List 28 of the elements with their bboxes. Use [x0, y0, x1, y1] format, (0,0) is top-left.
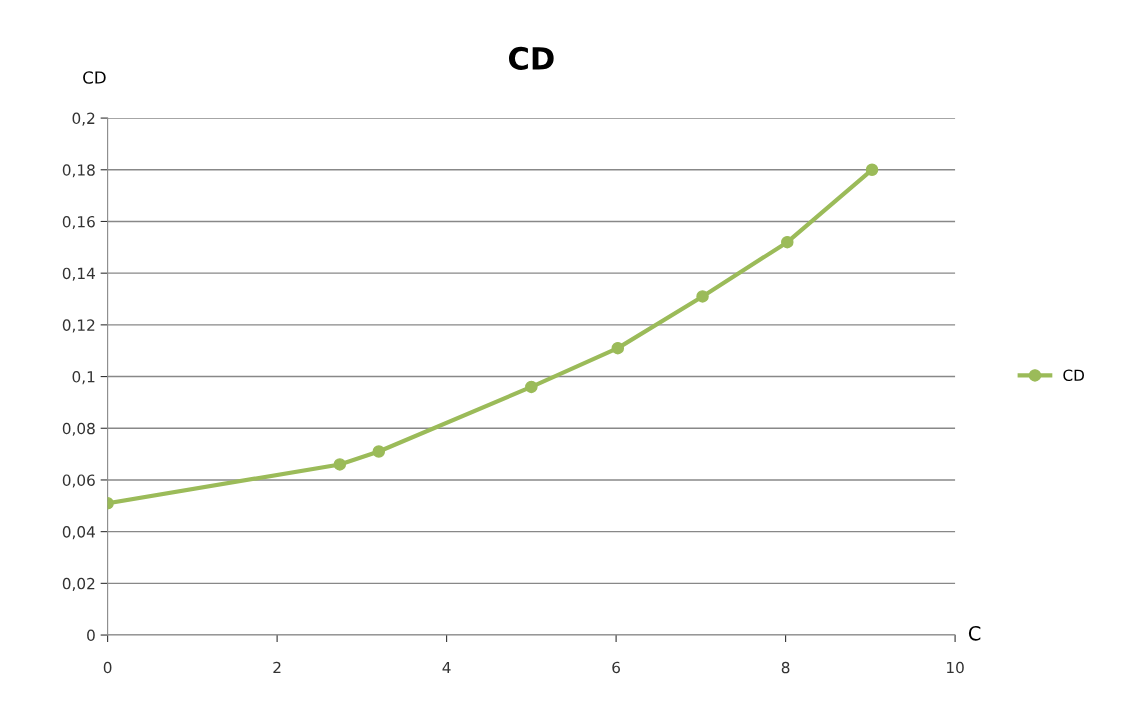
point	[781, 235, 794, 249]
x-tick-label: 0	[103, 661, 112, 674]
x-tick-label: 8	[781, 661, 790, 674]
point	[611, 341, 625, 355]
point	[525, 380, 538, 394]
x-tick-label: 4	[442, 661, 451, 674]
y-tick-label: 0,02	[62, 577, 95, 591]
y-tick-label: 0,18	[62, 164, 95, 178]
point	[333, 458, 347, 471]
y-tick-label: 0,2	[72, 112, 95, 126]
y-axis-title: CD	[83, 71, 106, 84]
point	[865, 163, 879, 177]
y-tick-label: 0,12	[62, 319, 95, 333]
chart-title: CD	[508, 46, 554, 70]
point	[372, 445, 386, 458]
x-axis-title: C	[968, 625, 981, 641]
y-tick-label: 0,16	[62, 215, 95, 230]
point	[696, 290, 709, 303]
y-tick-label: 0	[87, 629, 95, 642]
legend-label: CD	[1063, 369, 1084, 381]
y-tick-label: 0,08	[62, 422, 95, 436]
x-tick-label: 6	[612, 661, 620, 674]
x-tick-label: 2	[273, 661, 281, 674]
y-tick-label: 0,14	[62, 267, 95, 281]
y-tick-label: 0,1	[72, 371, 95, 385]
y-tick-label: 0,06	[62, 474, 95, 488]
y-tick-label: 0,04	[62, 526, 95, 540]
x-tick-label: 10	[947, 661, 964, 674]
